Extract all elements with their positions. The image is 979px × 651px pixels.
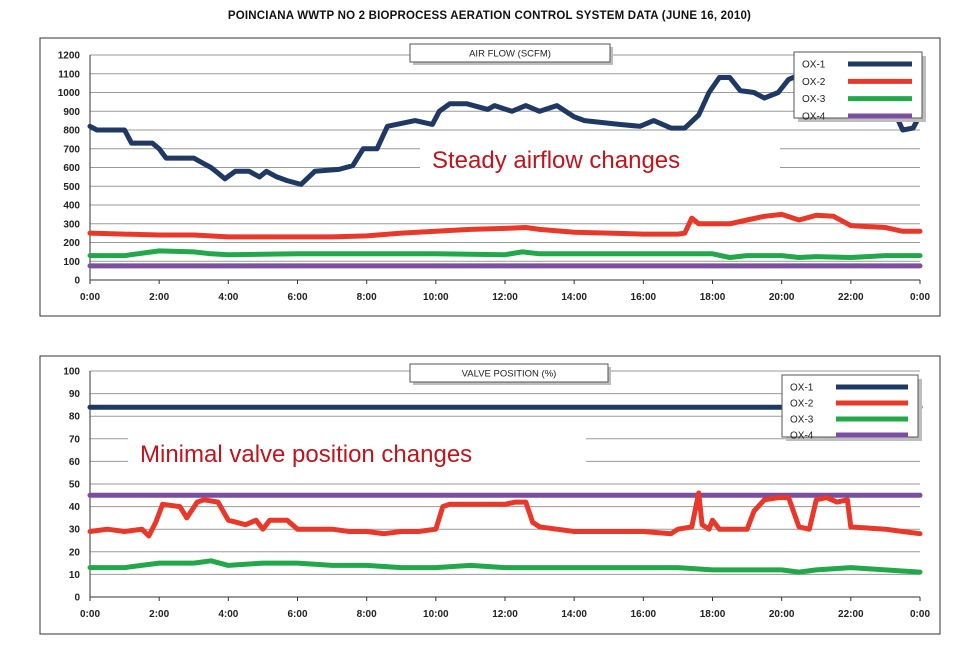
- x-tick-label: 6:00: [287, 292, 307, 303]
- x-tick-label: 2:00: [149, 292, 169, 303]
- y-tick-label: 20: [69, 547, 81, 558]
- x-tick-label: 22:00: [838, 292, 864, 303]
- y-tick-label: 1000: [58, 88, 81, 99]
- y-tick-label: 100: [63, 367, 80, 378]
- chart-title: VALVE POSITION (%): [462, 369, 557, 380]
- legend-label-ox-1: OX-1: [802, 60, 826, 71]
- chart-1: 0 100 200 300 400 500 600 700 800 900 1000 1100 1200…: [39, 37, 941, 317]
- legend-label-ox-4: OX-4: [802, 112, 826, 123]
- x-tick-label: 18:00: [700, 609, 726, 620]
- x-tick-label: 12:00: [492, 609, 518, 620]
- x-tick-label: 10:00: [423, 609, 449, 620]
- legend-label-ox-2: OX-2: [802, 77, 826, 88]
- x-tick-label: 12:00: [492, 292, 518, 303]
- y-tick-label: 700: [63, 144, 80, 155]
- y-tick-label: 1200: [58, 51, 81, 62]
- y-tick-label: 600: [63, 163, 80, 174]
- y-tick-label: 60: [69, 457, 81, 468]
- x-tick-label: 18:00: [700, 292, 726, 303]
- series-line-ox-2: [87, 490, 923, 539]
- x-tick-label: 8:00: [357, 609, 377, 620]
- series-line-ox-3: [87, 558, 923, 575]
- annotation-text: Steady airflow changes: [432, 147, 680, 174]
- y-tick-label: 30: [69, 525, 81, 536]
- x-tick-label: 20:00: [769, 292, 795, 303]
- y-tick-label: 500: [63, 182, 80, 193]
- x-tick-label: 0:00: [910, 292, 930, 303]
- y-tick-label: 0: [74, 276, 80, 287]
- legend-label-ox-4: OX-4: [790, 431, 814, 442]
- chart-title-box: [409, 363, 609, 383]
- x-tick-label: 0:00: [80, 609, 100, 620]
- x-tick-label: 14:00: [561, 292, 587, 303]
- legend-label-ox-3: OX-3: [802, 94, 826, 105]
- y-tick-label: 80: [69, 412, 81, 423]
- x-tick-label: 4:00: [218, 609, 238, 620]
- legend-label-ox-1: OX-1: [790, 383, 814, 394]
- x-tick-label: 10:00: [423, 292, 449, 303]
- x-tick-label: 0:00: [80, 292, 100, 303]
- y-tick-label: 90: [69, 389, 81, 400]
- x-tick-label: 8:00: [357, 292, 377, 303]
- y-tick-label: 0: [74, 593, 80, 604]
- x-tick-label: 6:00: [287, 609, 307, 620]
- x-tick-label: 4:00: [218, 292, 238, 303]
- y-tick-label: 200: [63, 238, 80, 249]
- x-tick-label: 14:00: [561, 609, 587, 620]
- annotation-backdrop: [128, 432, 586, 476]
- y-tick-label: 400: [63, 201, 80, 212]
- x-tick-label: 2:00: [149, 609, 169, 620]
- legend-label-ox-3: OX-3: [790, 415, 814, 426]
- x-tick-label: 16:00: [631, 292, 657, 303]
- chart-title-box: [409, 43, 611, 63]
- y-tick-label: 900: [63, 107, 80, 118]
- annotation-backdrop: [420, 140, 780, 184]
- series-line-ox-3: [87, 248, 923, 260]
- series-line-ox-1: [87, 71, 923, 187]
- x-tick-label: 16:00: [631, 609, 657, 620]
- x-tick-label: 0:00: [910, 609, 930, 620]
- series-line-ox-2: [87, 211, 923, 240]
- y-tick-label: 70: [69, 434, 81, 445]
- y-tick-label: 40: [69, 502, 81, 513]
- legend-label-ox-2: OX-2: [790, 399, 814, 410]
- y-tick-label: 100: [63, 257, 80, 268]
- page-title: POINCIANA WWTP NO 2 BIOPROCESS AERATION …: [227, 10, 752, 22]
- chart-title: AIR FLOW (SCFM): [469, 49, 551, 60]
- annotation-text: Minimal valve position changes: [140, 441, 472, 468]
- y-tick-label: 50: [69, 480, 81, 491]
- y-tick-label: 800: [63, 126, 80, 137]
- x-tick-label: 22:00: [838, 609, 864, 620]
- x-tick-label: 20:00: [769, 609, 795, 620]
- y-tick-label: 1100: [58, 69, 80, 80]
- y-tick-label: 10: [69, 570, 81, 581]
- chart-2: 0 10 20 30 40 50 60 70 80 90 100 0:00 2:00 4:00 6:00 8:…: [39, 355, 941, 635]
- y-tick-label: 300: [63, 219, 80, 230]
